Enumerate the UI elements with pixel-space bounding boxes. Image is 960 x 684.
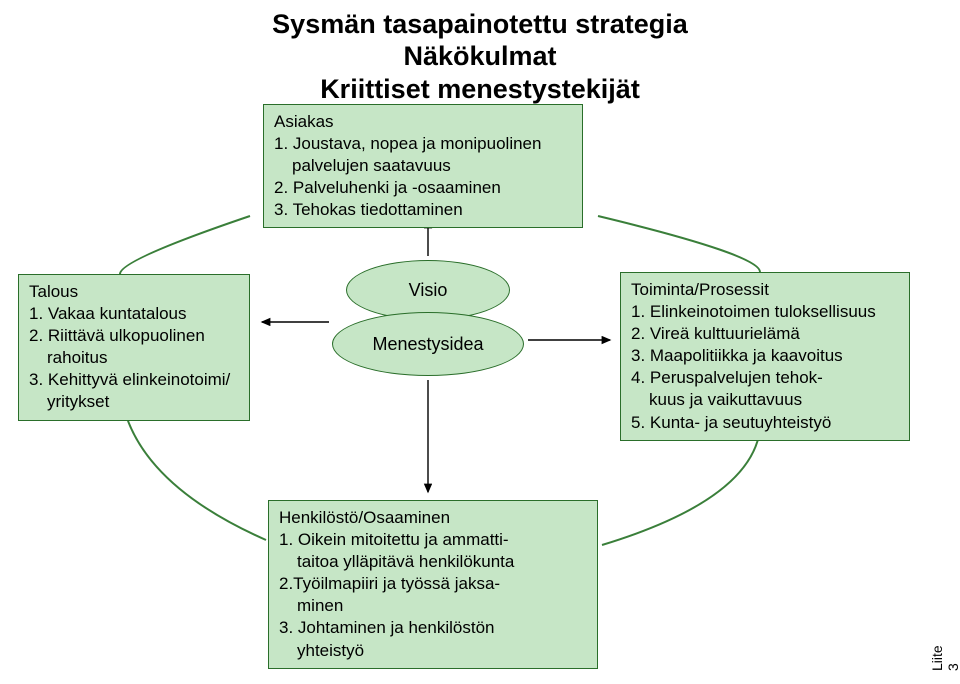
box-henkilosto-item: minen	[279, 595, 587, 617]
box-henkilosto-item: 1. Oikein mitoitettu ja ammatti-	[279, 529, 587, 551]
ellipse-menestysidea: Menestysidea	[332, 312, 524, 376]
box-talous-item: 2. Riittävä ulkopuolinen	[29, 325, 239, 347]
box-asiakas: Asiakas 1. Joustava, nopea ja monipuolin…	[263, 104, 583, 228]
title-line-3: Kriittiset menestystekijät	[0, 73, 960, 105]
box-henkilosto-item: taitoa ylläpitävä henkilökunta	[279, 551, 587, 573]
box-asiakas-item: 2. Palveluhenki ja -osaaminen	[274, 177, 572, 199]
box-talous-title: Talous	[29, 281, 239, 303]
footer-label: Liite 3	[929, 641, 960, 671]
box-toiminta-title: Toiminta/Prosessit	[631, 279, 899, 301]
box-henkilosto-item: 2.Työilmapiiri ja työssä jaksa-	[279, 573, 587, 595]
box-asiakas-item: 3. Tehokas tiedottaminen	[274, 199, 572, 221]
box-henkilosto-item: 3. Johtaminen ja henkilöstön	[279, 617, 587, 639]
box-asiakas-item: 1. Joustava, nopea ja monipuolinen	[274, 133, 572, 155]
ellipse-visio-label: Visio	[409, 280, 448, 301]
box-asiakas-item: palvelujen saatavuus	[274, 155, 572, 177]
box-talous-item: rahoitus	[29, 347, 239, 369]
box-talous-item: 3. Kehittyvä elinkeinotoimi/	[29, 369, 239, 391]
box-toiminta-item: 2. Vireä kulttuurielämä	[631, 323, 899, 345]
box-toiminta-item: 3. Maapolitiikka ja kaavoitus	[631, 345, 899, 367]
box-henkilosto-item: yhteistyö	[279, 640, 587, 662]
title-line-1: Sysmän tasapainotettu strategia	[0, 8, 960, 40]
box-toiminta-item: kuus ja vaikuttavuus	[631, 389, 899, 411]
box-henkilosto-title: Henkilöstö/Osaaminen	[279, 507, 587, 529]
box-toiminta-item: 4. Peruspalvelujen tehok-	[631, 367, 899, 389]
box-henkilosto: Henkilöstö/Osaaminen 1. Oikein mitoitett…	[268, 500, 598, 669]
box-talous-item: 1. Vakaa kuntatalous	[29, 303, 239, 325]
title-block: Sysmän tasapainotettu strategia Näkökulm…	[0, 8, 960, 105]
box-toiminta-item: 5. Kunta- ja seutuyhteistyö	[631, 412, 899, 434]
box-talous: Talous 1. Vakaa kuntatalous2. Riittävä u…	[18, 274, 250, 421]
ellipse-menestysidea-label: Menestysidea	[372, 334, 483, 355]
box-talous-item: yritykset	[29, 391, 239, 413]
box-toiminta-item: 1. Elinkeinotoimen tuloksellisuus	[631, 301, 899, 323]
ellipse-visio: Visio	[346, 260, 510, 320]
box-toiminta: Toiminta/Prosessit 1. Elinkeinotoimen tu…	[620, 272, 910, 441]
box-asiakas-title: Asiakas	[274, 111, 572, 133]
title-line-2: Näkökulmat	[0, 40, 960, 72]
